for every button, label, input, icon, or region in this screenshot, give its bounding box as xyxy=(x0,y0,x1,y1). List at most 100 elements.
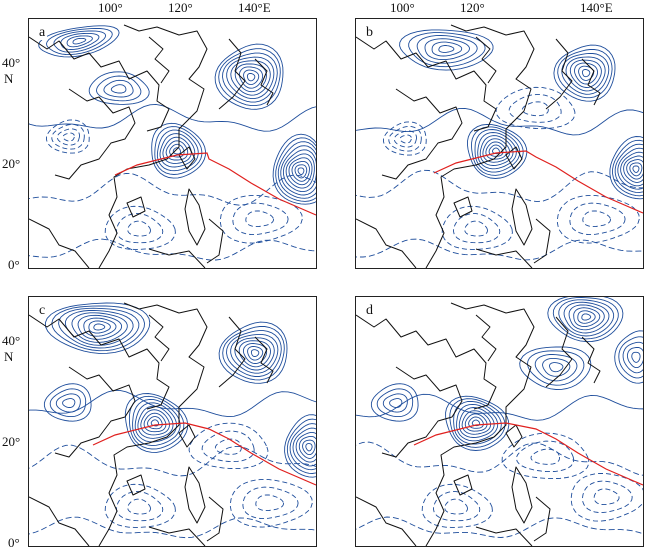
a-contour-1-1 xyxy=(72,37,87,45)
a-contour-4-3 xyxy=(51,123,85,150)
b-contour-2-1 xyxy=(581,69,591,78)
c-coastline-3 xyxy=(148,314,170,362)
c-contour-2-7 xyxy=(226,330,282,377)
lat-unit-bottom: N xyxy=(4,349,14,364)
c-coastline-8 xyxy=(184,466,206,524)
b-contour-1-2 xyxy=(431,41,463,57)
a-contour-2-6 xyxy=(226,56,275,100)
b-contour-5-1 xyxy=(521,101,549,117)
a-contour-2-9 xyxy=(214,43,284,110)
d-contour-4-1 xyxy=(389,398,403,408)
lat-label-40-bottom: 40° xyxy=(2,333,21,348)
b-coastline-5 xyxy=(581,58,601,106)
c-coastline-7 xyxy=(126,474,146,496)
b-contour-7-1 xyxy=(582,210,611,228)
c-contour-0-6 xyxy=(134,402,177,443)
d-contour-1-7 xyxy=(552,297,619,340)
a-typhoon-track xyxy=(114,152,316,216)
b-contour-2-6 xyxy=(561,52,610,95)
b-contour-0-9 xyxy=(467,123,528,179)
a-contour-0-1 xyxy=(172,147,181,155)
a-contour-1-2 xyxy=(66,35,93,48)
d-contour-0-5 xyxy=(458,407,495,438)
a-coastline-11 xyxy=(148,248,206,268)
c-coastline-1 xyxy=(29,314,170,410)
a-contour-0-6 xyxy=(156,129,199,172)
a-coastline-5 xyxy=(254,58,274,106)
b-contour-4-2 xyxy=(393,130,417,148)
d-contour-4-3 xyxy=(376,388,414,418)
b-contour-0-8 xyxy=(471,126,524,176)
b-contour-0-2 xyxy=(488,144,504,157)
lat-label-40-top: 40° xyxy=(2,55,21,70)
b-contour-2-3 xyxy=(574,62,598,85)
d-contour-2-5 xyxy=(519,346,592,390)
c-coastline-10 xyxy=(29,496,90,546)
d-contour-7-1 xyxy=(593,488,620,506)
map-panel-a: a xyxy=(28,18,317,269)
b-contour-3-1 xyxy=(632,165,640,173)
c-contour-0-5 xyxy=(137,405,174,439)
c-contour-2-5 xyxy=(234,337,275,371)
d-contour-5-2 xyxy=(516,440,575,473)
d-coastline-9 xyxy=(533,496,551,542)
d-contour-0-4 xyxy=(461,410,492,435)
c-contour-7-3 xyxy=(229,478,313,528)
a-contour-7-1 xyxy=(245,210,274,228)
a-contour-0-2 xyxy=(169,143,185,158)
b-coastline-6 xyxy=(505,146,523,170)
b-contour-3-9 xyxy=(609,136,643,200)
lon-label-120-right: 120° xyxy=(460,0,485,15)
d-contour-1-8 xyxy=(547,297,624,343)
a-contour-6-1 xyxy=(127,220,151,237)
d-contour-1-4 xyxy=(568,304,605,331)
c-contour-4-4 xyxy=(43,383,92,422)
c-contour-4-1 xyxy=(62,398,76,408)
d-coastline-8 xyxy=(511,466,533,524)
d-coastline-5 xyxy=(581,336,601,384)
d-contour-6-3 xyxy=(421,483,493,528)
panel-letter-a: a xyxy=(37,25,48,40)
b-contour-3-6 xyxy=(617,147,643,190)
b-contour-1-1 xyxy=(438,45,455,53)
d-contour-6-1 xyxy=(444,498,468,515)
c-contour-3-2 xyxy=(302,439,316,456)
c-contour-wave-2 xyxy=(29,444,316,477)
a-contour-3-6 xyxy=(282,149,316,193)
c-contour-2-3 xyxy=(242,343,268,364)
c-contour-2-9 xyxy=(218,321,288,384)
b-coastline-3 xyxy=(475,36,497,84)
d-coastline-3 xyxy=(475,314,497,362)
c-contour-4-2 xyxy=(55,393,81,413)
d-coastline-7 xyxy=(453,474,473,496)
lat-label-0-bottom: 0° xyxy=(8,535,20,550)
a-coastline-6 xyxy=(178,146,196,170)
b-contour-3-7 xyxy=(614,143,643,194)
d-contour-0-7 xyxy=(453,400,502,445)
a-contour-2-3 xyxy=(238,66,264,89)
c-contour-0-4 xyxy=(140,409,170,436)
lon-label-100-right: 100° xyxy=(390,0,415,15)
b-contour-0-6 xyxy=(477,132,517,170)
b-contour-1-4 xyxy=(416,35,478,64)
c-contour-5-3 xyxy=(188,422,269,470)
lon-label-140-right: 140°E xyxy=(580,0,613,15)
c-contour-3-4 xyxy=(295,431,316,463)
c-contour-3-5 xyxy=(292,427,316,467)
b-contour-2-4 xyxy=(569,59,602,88)
c-contour-2-1 xyxy=(250,349,260,358)
a-contour-7-2 xyxy=(232,202,289,236)
d-contour-1-1 xyxy=(581,313,592,321)
b-typhoon-track xyxy=(433,150,643,214)
c-contour-0-7 xyxy=(132,398,181,447)
lon-label-100-left: 100° xyxy=(98,0,123,15)
b-contour-3-8 xyxy=(612,139,643,197)
map-panel-b: b xyxy=(355,18,644,269)
b-contour-6-1 xyxy=(464,220,488,237)
a-contour-5-4 xyxy=(88,71,150,105)
a-coastline-2 xyxy=(54,88,136,180)
d-coastline-11 xyxy=(475,526,533,546)
c-coastline-2 xyxy=(54,366,136,458)
c-contour-4-3 xyxy=(49,388,87,418)
b-contour-2-2 xyxy=(578,65,595,81)
